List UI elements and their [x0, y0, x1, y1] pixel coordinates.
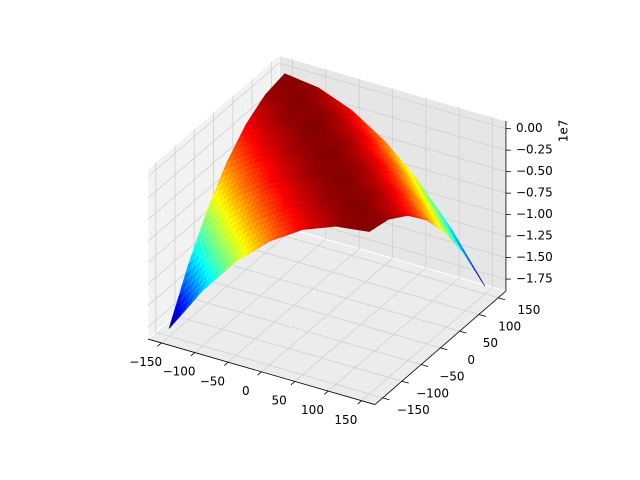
x-tick-label: −100: [163, 365, 196, 379]
axis-line: [374, 290, 507, 405]
z-tick-label: −0.75: [516, 186, 553, 200]
x-tick-label: −50: [200, 374, 225, 388]
y-tick-label: 0: [467, 353, 475, 367]
tick-mark: [357, 400, 362, 405]
grid-line: [194, 298, 422, 365]
x-tick-label: −150: [129, 355, 162, 369]
tick-mark: [478, 314, 486, 317]
grid-line: [174, 315, 403, 382]
y-tick-label: 50: [483, 336, 498, 350]
x-tick-label: 100: [301, 403, 324, 417]
y-tick-label: −100: [416, 386, 449, 400]
z-tick-label: −0.25: [516, 143, 553, 157]
surface-patch: [362, 228, 374, 232]
x-tick-label: 150: [334, 413, 357, 427]
grid-line: [155, 331, 383, 399]
grid-line: [213, 281, 441, 349]
tick-mark: [157, 342, 162, 347]
tick-mark: [459, 330, 467, 334]
z-tick-label: −0.50: [516, 164, 553, 178]
grid-line: [278, 62, 507, 130]
z-tick-label: −1.50: [516, 250, 553, 264]
z-tick-label: 0.00: [516, 121, 543, 135]
y-tick-label: −50: [439, 370, 464, 384]
tick-mark: [190, 352, 196, 357]
tick-mark: [421, 364, 429, 367]
tick-mark: [498, 297, 506, 301]
z-tick-label: −1.25: [516, 229, 553, 243]
y-tick-label: −150: [397, 403, 430, 417]
grid-line: [271, 231, 499, 299]
z-tick-label: −1.00: [516, 207, 553, 221]
tick-mark: [223, 361, 229, 366]
z-tick-label: −1.75: [516, 272, 553, 286]
y-tick-label: 100: [498, 320, 521, 334]
x-tick-label: 50: [272, 394, 287, 408]
y-tick-label: 150: [517, 303, 540, 317]
axis-line: [147, 338, 376, 405]
tick-mark: [290, 381, 296, 386]
grid-line: [147, 62, 280, 177]
tick-mark: [382, 397, 390, 401]
tick-mark: [324, 390, 329, 395]
tick-mark: [440, 347, 448, 351]
grid-line: [147, 84, 280, 199]
tick-mark: [257, 371, 262, 376]
grid-line: [251, 248, 480, 315]
tick-mark: [401, 380, 409, 384]
grid-line: [232, 265, 460, 332]
x-tick-label: 0: [242, 384, 250, 398]
offset-label: 1e7: [556, 120, 570, 143]
